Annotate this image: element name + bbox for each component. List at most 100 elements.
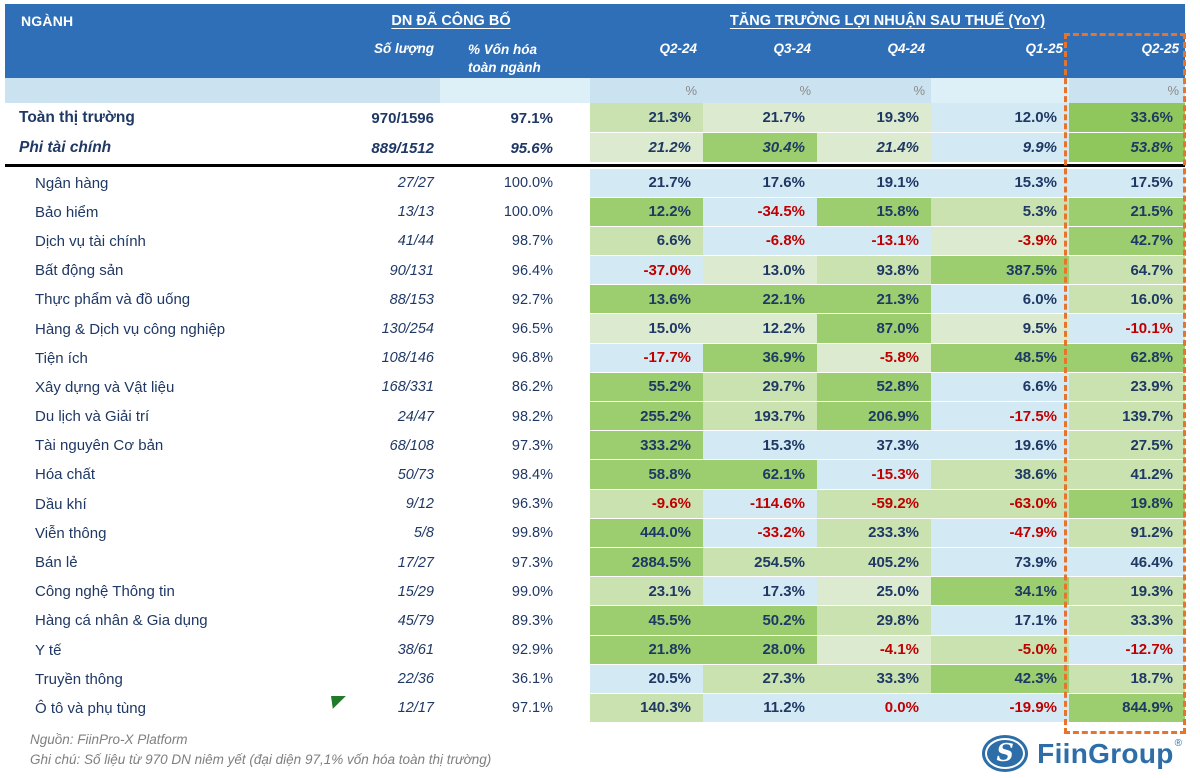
growth-value-cell: 55.2%: [590, 372, 703, 402]
table-row: Truyền thông 22/36 36.1% 20.5% 27.3% 33.3% 42.…: [5, 664, 1185, 694]
published-count-cell: 889/1512: [371, 139, 434, 157]
growth-value-cell: 15.3%: [703, 431, 817, 461]
spacer-cell: [562, 133, 590, 163]
growth-value-cell: 5.3%: [931, 197, 1069, 227]
marketcap-cell: 96.4%: [511, 262, 553, 279]
growth-value-cell: 46.4%: [1069, 547, 1185, 578]
marketcap-cell: 36.1%: [511, 671, 553, 688]
growth-value-cell: 15.8%: [817, 197, 931, 227]
growth-value-cell: 27.5%: [1069, 431, 1185, 461]
growth-value-cell: 193.7%: [703, 402, 817, 432]
sector-name-cell: Truyền thông: [35, 670, 123, 688]
published-count-cell: 168/331: [381, 379, 434, 396]
growth-value-cell: 19.3%: [1069, 577, 1185, 607]
published-count-cell: 9/12: [405, 496, 434, 513]
growth-value-cell: 27.3%: [703, 664, 817, 694]
growth-value-cell: -34.5%: [703, 197, 817, 227]
sector-name-cell: Phi tài chính: [19, 139, 112, 156]
table-row: Dầu khí 9/12 96.3% -9.6% -114.6% -59.2% -63.0%…: [5, 489, 1185, 519]
published-count-cell: 41/44: [397, 233, 434, 250]
growth-value-cell: 19.3%: [817, 103, 931, 133]
marketcap-cell: 97.3%: [511, 554, 553, 571]
growth-value-cell: 15.3%: [931, 168, 1069, 198]
growth-value-cell: -5.0%: [931, 635, 1069, 665]
table-header-columns: Số lượng % Vốn hóa toàn ngành Q2-24 Q3-2…: [5, 37, 1185, 78]
sector-name-cell: Bán lẻ: [35, 554, 78, 572]
unit-cell: [440, 78, 562, 103]
published-count-cell: 45/79: [397, 612, 434, 629]
growth-value-cell: 52.8%: [817, 372, 931, 402]
growth-value-cell: 21.7%: [590, 168, 703, 198]
growth-value-cell: 140.3%: [590, 693, 703, 724]
growth-value-cell: 23.1%: [590, 577, 703, 607]
growth-value-cell: 6.0%: [931, 285, 1069, 315]
marketcap-cell: 97.1%: [510, 109, 553, 127]
growth-value-cell: 19.1%: [817, 168, 931, 198]
growth-value-cell: 17.1%: [931, 606, 1069, 636]
growth-value-cell: 13.0%: [703, 256, 817, 286]
spacer-cell: [562, 314, 590, 343]
table-row: Ngân hàng 27/27 100.0% 21.7% 17.6% 19.1% 15.3%…: [5, 168, 1185, 198]
published-count-cell: 27/27: [397, 175, 434, 192]
growth-value-cell: 36.9%: [703, 343, 817, 373]
sector-name-cell: Dầu khí: [35, 495, 87, 513]
fiingroup-logo: S FiinGroup®: [982, 735, 1182, 772]
table-row: Toàn thị trường 970/1596 97.1% 21.3% 21.7% 19…: [5, 103, 1185, 133]
growth-value-cell: 41.2%: [1069, 460, 1185, 490]
table-row: Bảo hiểm 13/13 100.0% 12.2% -34.5% 15.8% 5.3% 2…: [5, 197, 1185, 227]
marketcap-cell: 86.2%: [511, 379, 553, 396]
growth-value-cell: 34.1%: [931, 577, 1069, 607]
growth-value-cell: 17.3%: [703, 577, 817, 607]
spacer-cell: [562, 519, 590, 548]
sector-name-cell: Hóa chất: [35, 466, 96, 484]
spacer-cell: [562, 227, 590, 256]
spacer-cell: [562, 256, 590, 285]
sector-name-cell: Tài nguyên Cơ bản: [35, 437, 164, 455]
published-count-cell: 970/1596: [371, 109, 434, 127]
marketcap-cell: 92.9%: [511, 642, 553, 659]
growth-value-cell: 93.8%: [817, 256, 931, 286]
logo-text: FiinGroup: [1037, 737, 1174, 769]
growth-value-cell: -37.0%: [590, 256, 703, 286]
table-row: Dịch vụ tài chính 41/44 98.7% 6.6% -6.8% -13.…: [5, 226, 1185, 257]
growth-value-cell: 42.3%: [931, 664, 1069, 694]
published-count-cell: 88/153: [389, 291, 434, 308]
column-header-marketcap: % Vốn hóa toàn ngành: [440, 37, 562, 78]
table-row: Ô tô và phụ tùng 12/17 97.1% 140.3% 11.2% 0.0…: [5, 693, 1185, 724]
column-header-q2-24: Q2-24: [659, 41, 697, 56]
table-row: Phi tài chính 889/1512 95.6% 21.2% 30.4% 21.4…: [5, 133, 1185, 163]
unit-percent: %: [703, 78, 817, 103]
marketcap-cell: 97.1%: [511, 700, 553, 717]
growth-value-cell: 12.2%: [590, 197, 703, 227]
growth-value-cell: -5.8%: [817, 343, 931, 373]
published-count-cell: 22/36: [397, 671, 434, 688]
growth-value-cell: 844.9%: [1069, 693, 1185, 724]
unit-cell: [562, 78, 590, 103]
spacer-cell: [562, 198, 590, 227]
growth-value-cell: 29.8%: [817, 606, 931, 636]
sector-name-cell: Tiện ích: [35, 349, 88, 367]
table-row: Hàng cá nhân & Gia dụng 45/79 89.3% 45.5% 50…: [5, 606, 1185, 636]
growth-value-cell: 73.9%: [931, 547, 1069, 578]
growth-value-cell: 21.3%: [590, 103, 703, 133]
growth-value-cell: 33.3%: [1069, 606, 1185, 636]
unit-percent: %: [590, 78, 703, 103]
growth-value-cell: 206.9%: [817, 402, 931, 432]
footer-notes: Nguồn: FiinPro-X Platform Ghi chú: Số li…: [30, 730, 491, 769]
growth-value-cell: 45.5%: [590, 606, 703, 636]
marketcap-cell: 100.0%: [503, 175, 553, 192]
table-header-groups: NGÀNH DN ĐÃ CÔNG BỐ TĂNG TRƯỞNG LỢI NHUẬ…: [5, 4, 1185, 37]
unit-cell: [5, 78, 340, 103]
sector-name-cell: Công nghệ Thông tin: [35, 583, 175, 601]
spacer-cell: [562, 169, 590, 198]
growth-value-cell: 12.0%: [931, 103, 1069, 133]
spacer-cell: [562, 636, 590, 665]
growth-value-cell: 333.2%: [590, 431, 703, 461]
spacer-cell: [562, 606, 590, 635]
sector-name-cell: Toàn thị trường: [19, 109, 135, 126]
published-count-cell: 90/131: [389, 262, 434, 279]
table-row: Hàng & Dịch vụ công nghiệp 130/254 96.5% 15…: [5, 314, 1185, 344]
growth-value-cell: 25.0%: [817, 577, 931, 607]
growth-value-cell: 21.3%: [817, 285, 931, 315]
